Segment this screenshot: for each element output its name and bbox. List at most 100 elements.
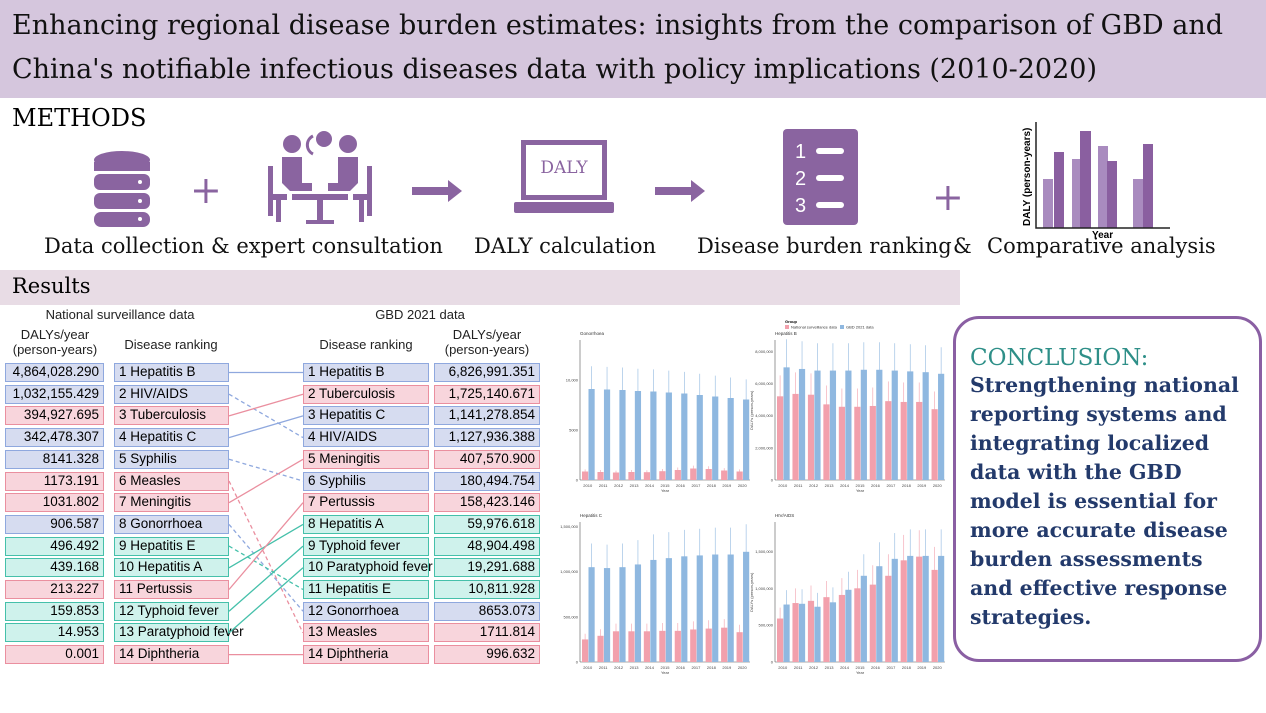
- national-bar: [612, 631, 620, 662]
- gbd-bar: [876, 369, 883, 480]
- x-tick-label: 2020: [933, 483, 943, 488]
- rank-link-syphilis: [228, 458, 304, 482]
- title-banner: Enhancing regional disease burden estima…: [0, 0, 1266, 98]
- results-band: Results: [0, 270, 960, 305]
- y-tick-label: 0: [771, 478, 774, 483]
- x-tick-label: 2014: [840, 665, 850, 670]
- gbd-bar: [603, 389, 611, 480]
- gbd-rank-cell: 11 Hepatitis E: [303, 580, 429, 599]
- gbd-bar: [907, 371, 914, 480]
- national-bar: [916, 556, 923, 662]
- national-bar: [582, 471, 589, 480]
- x-tick-label: 2019: [917, 483, 927, 488]
- national-rank-cell: 14 Diphtheria: [114, 645, 229, 665]
- national-bar: [690, 629, 697, 662]
- x-tick-label: 2010: [583, 665, 593, 670]
- x-axis-label: Year: [856, 670, 865, 675]
- gbd-bar: [619, 567, 626, 662]
- gbd-bar: [743, 399, 750, 480]
- x-axis-label: Year: [661, 488, 670, 493]
- laptop-icon: DALY: [514, 140, 614, 215]
- gbd-rank-cell: 7 Pertussis: [303, 493, 429, 513]
- national-bar: [582, 639, 589, 662]
- gbd-rank-cell: 5 Meningitis: [303, 449, 429, 469]
- national-rank-cell: 7 Meningitis: [114, 493, 229, 513]
- gbd-dalys-cell: 1711.814: [434, 623, 540, 643]
- x-tick-label: 2016: [871, 483, 881, 488]
- gbd-dalys-cell: 59,976.618: [434, 514, 540, 534]
- gbd-dalys-cell: 10,811.928: [434, 580, 540, 599]
- mini-chart-xlabel: Year: [1092, 230, 1113, 238]
- x-tick-label: 2015: [661, 483, 671, 488]
- gbd-dalys-cell: 19,291.688: [434, 558, 540, 578]
- rank-link-hiv-aids: [228, 393, 304, 439]
- gbd-rank-cell: 10 Paratyphoid fever: [303, 558, 433, 578]
- national-bar: [792, 393, 799, 480]
- gbd-bar: [938, 555, 945, 662]
- x-tick-label: 2018: [902, 483, 912, 488]
- chart-gonorrhoea: Gonorrhoea 0 5000 10,000 DALYs (person-years…: [566, 319, 875, 493]
- y-tick-label: 8,000,000: [755, 349, 774, 354]
- rank-link-measles: [228, 480, 304, 634]
- national-dalys-cell: 496.492: [5, 536, 104, 556]
- x-tick-label: 2016: [871, 665, 881, 670]
- conclusion-text: Strengthening national reporting systems…: [970, 373, 1239, 629]
- y-tick-label: 1,000,000: [560, 569, 579, 574]
- national-bar: [807, 600, 815, 662]
- gbd-bar: [681, 393, 688, 480]
- gbd-rank-cell: 2 Tuberculosis: [303, 384, 429, 404]
- consultation-icon: [268, 131, 372, 224]
- gbd-rank-cell: 12 Gonorrhoea: [303, 601, 429, 621]
- gbd-bar: [938, 373, 945, 480]
- methods-heading: METHODS: [12, 104, 147, 132]
- y-axis-label: DALYs (person-years): [749, 572, 754, 612]
- rank-link-hepatitis-e: [228, 545, 304, 591]
- national-bar: [807, 394, 815, 480]
- chart-title: Gonorrhoea: [580, 331, 605, 336]
- results-heading: Results: [12, 274, 91, 298]
- conclusion-box: CONCLUSION: Strengthening national repor…: [953, 316, 1262, 662]
- gbd-dalys-cell: 48,904.498: [434, 536, 540, 556]
- national-dalys-cell: 394,927.695: [5, 406, 104, 426]
- rank-link-hepatitis-c: [228, 415, 304, 439]
- x-tick-label: 2018: [707, 483, 717, 488]
- national-bar: [854, 406, 861, 480]
- national-bar: [823, 597, 830, 662]
- national-title: National surveillance data: [45, 307, 195, 322]
- gbd-bar: [588, 567, 595, 662]
- gbd-bar: [891, 558, 898, 662]
- x-tick-label: 2012: [809, 483, 819, 488]
- gbd-bar: [634, 564, 642, 662]
- x-tick-label: 2019: [722, 483, 732, 488]
- plus-sign: +: [932, 175, 964, 219]
- comparison-charts: Gonorrhoea 0 5000 10,000 DALYs (person-years…: [560, 319, 945, 675]
- mini-bar-chart-icon: DALY (person-years) Year: [1022, 122, 1170, 238]
- rank-link-paratyphoid-fever: [228, 567, 304, 634]
- x-tick-label: 2018: [902, 665, 912, 670]
- y-tick-label: 1,000,000: [755, 586, 774, 591]
- gbd-rank-cell: 3 Hepatitis C: [303, 406, 429, 426]
- national-rank-cell: 12 Typhoid fever: [114, 601, 229, 621]
- national-rank-cell: 2 HIV/AIDS: [114, 384, 229, 404]
- national-rank-cell: 6 Measles: [114, 471, 229, 491]
- national-bar: [628, 472, 635, 480]
- y-tick-label: 1,500,000: [560, 524, 579, 529]
- national-dalys-cell: 0.001: [5, 645, 104, 665]
- gbd-bar: [619, 390, 626, 480]
- x-tick-label: 2010: [778, 665, 788, 670]
- gbd-bar: [727, 398, 734, 480]
- national-dalys-cell: 1173.191: [5, 471, 104, 491]
- gbd-bar: [922, 555, 929, 662]
- gbd-rank-cell: 4 HIV/AIDS: [303, 428, 429, 448]
- rank-header: Disease ranking: [319, 337, 413, 352]
- y-tick-label: 500,000: [759, 623, 774, 628]
- gbd-bar: [634, 391, 642, 480]
- national-rank-cell: 5 Syphilis: [114, 449, 229, 469]
- national-bar: [838, 594, 845, 662]
- gbd-bar: [891, 370, 898, 480]
- national-dalys-cell: 213.227: [5, 580, 104, 599]
- gbd-bar: [798, 603, 806, 662]
- gbd-bar: [588, 389, 595, 480]
- x-tick-label: 2017: [691, 483, 701, 488]
- national-dalys-cell: 14.953: [5, 623, 104, 643]
